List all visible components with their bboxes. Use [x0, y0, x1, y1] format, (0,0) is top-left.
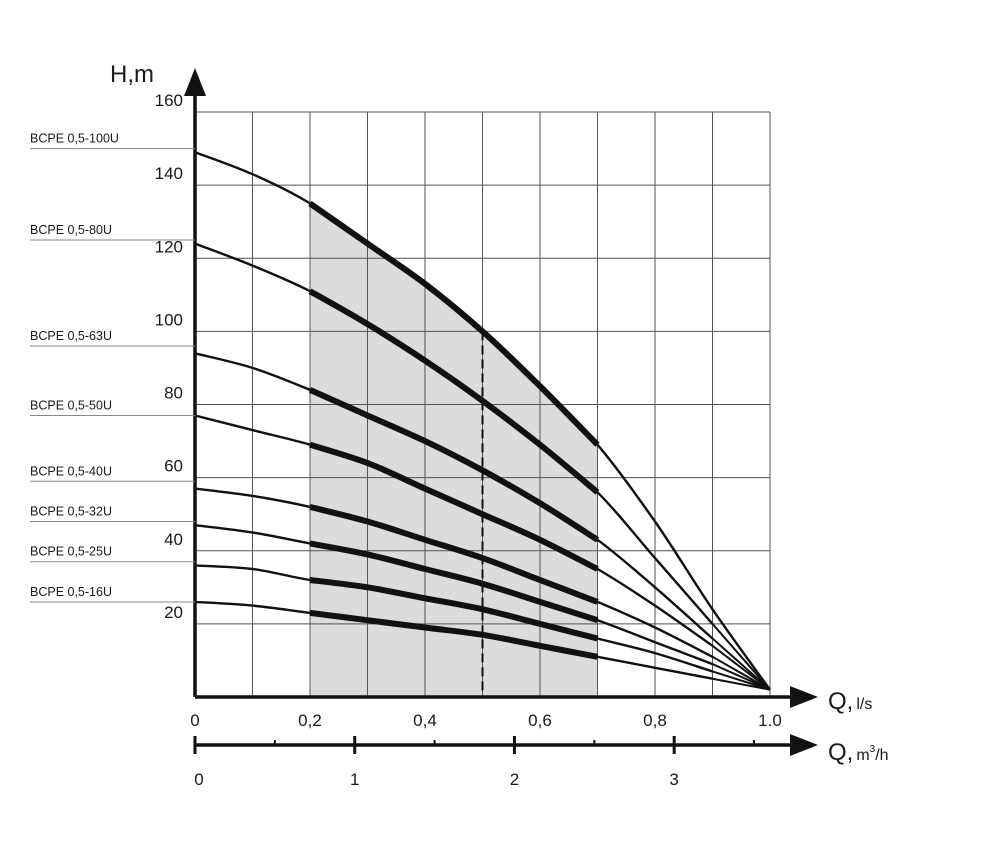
y-tick-label: 140: [155, 164, 183, 183]
curve-tail-8: [712, 677, 771, 691]
curve-tail-2: [711, 623, 771, 691]
x2-tick-label: 0: [194, 770, 203, 789]
model-label: BCPE 0,5-100U: [30, 132, 119, 146]
model-label: BCPE 0,5-16U: [30, 585, 112, 599]
y-tick-label: 160: [155, 91, 183, 110]
curve-tail-5: [712, 655, 771, 691]
model-label: BCPE 0,5-50U: [30, 398, 112, 412]
model-label: BCPE 0,5-63U: [30, 329, 112, 343]
model-label: BCPE 0,5-80U: [30, 223, 112, 237]
y-tick-label: 20: [164, 603, 183, 622]
x-tick-label: 0,6: [528, 711, 552, 730]
model-label: BCPE 0,5-25U: [30, 545, 112, 559]
curve-operating-2: [308, 288, 600, 495]
y-tick-label: 80: [164, 384, 183, 403]
y-tick-label: 40: [164, 530, 183, 549]
curve-operating-4: [309, 441, 599, 572]
x-axis-arrow: [790, 686, 818, 708]
model-label: BCPE 0,5-32U: [30, 505, 112, 519]
curve-tail-7: [712, 670, 771, 691]
curve-tail-6: [712, 663, 771, 691]
x-tick-label: 0: [190, 711, 199, 730]
curve-operating-3: [308, 387, 600, 543]
y-tick-label: 100: [155, 310, 183, 329]
x2-tick-label: 3: [669, 770, 678, 789]
curve-operating-7: [309, 577, 599, 642]
x-axis-title: Q, l/s: [828, 688, 872, 715]
y-axis-title: H,m: [110, 61, 154, 88]
y-tick-label: 120: [155, 237, 183, 256]
y-tick-label: 60: [164, 457, 183, 476]
curve-operating-1: [308, 200, 600, 447]
x2-tick-label: 1: [350, 770, 359, 789]
x2-tick-label: 2: [510, 770, 519, 789]
curve-operating-5: [309, 503, 599, 605]
y-axis-arrow: [184, 68, 206, 96]
curve-tail-4: [711, 645, 771, 691]
x-tick-label: 0,4: [413, 711, 437, 730]
x-tick-label: 1.0: [758, 711, 782, 730]
curve-operating-8: [309, 609, 599, 660]
x2-axis-title: Q, m3/h: [828, 739, 889, 766]
x2-axis-arrow: [790, 734, 818, 756]
curve-operating-6: [309, 540, 599, 624]
x-tick-label: 0,8: [643, 711, 667, 730]
recommended-range-shade: [310, 203, 598, 697]
x-tick-label: 0,2: [298, 711, 322, 730]
model-label: BCPE 0,5-40U: [30, 464, 112, 478]
